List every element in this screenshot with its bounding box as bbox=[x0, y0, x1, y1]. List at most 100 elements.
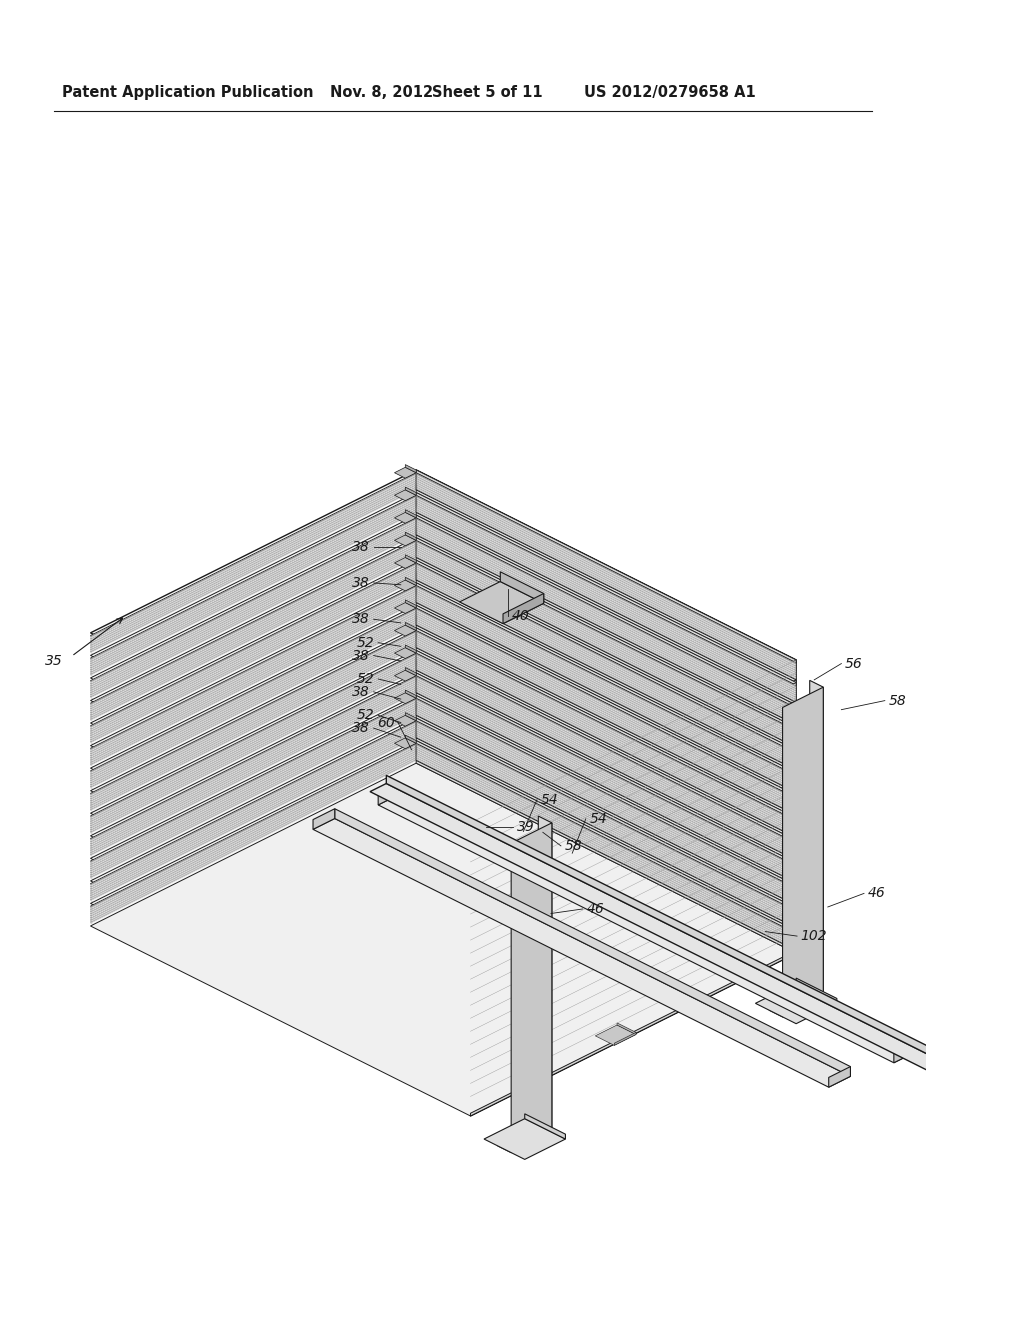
Polygon shape bbox=[617, 887, 636, 899]
Polygon shape bbox=[617, 1001, 636, 1012]
Polygon shape bbox=[595, 979, 636, 1001]
Ellipse shape bbox=[416, 529, 417, 531]
Ellipse shape bbox=[416, 639, 417, 642]
Ellipse shape bbox=[416, 702, 417, 705]
Polygon shape bbox=[416, 696, 796, 888]
Ellipse shape bbox=[416, 597, 417, 598]
Polygon shape bbox=[406, 487, 416, 495]
Polygon shape bbox=[90, 569, 796, 923]
Polygon shape bbox=[748, 890, 766, 902]
Polygon shape bbox=[90, 528, 796, 882]
Polygon shape bbox=[90, 730, 796, 1084]
Polygon shape bbox=[90, 503, 796, 855]
Polygon shape bbox=[617, 933, 636, 944]
Polygon shape bbox=[90, 549, 796, 902]
Polygon shape bbox=[90, 590, 796, 942]
Ellipse shape bbox=[416, 705, 417, 706]
Polygon shape bbox=[90, 541, 796, 894]
Ellipse shape bbox=[416, 507, 417, 508]
Ellipse shape bbox=[416, 611, 417, 612]
Ellipse shape bbox=[416, 523, 417, 524]
Polygon shape bbox=[90, 661, 796, 1015]
Polygon shape bbox=[726, 937, 766, 958]
Polygon shape bbox=[90, 507, 796, 859]
Polygon shape bbox=[90, 638, 796, 990]
Polygon shape bbox=[90, 560, 796, 913]
Polygon shape bbox=[90, 651, 796, 1003]
Polygon shape bbox=[614, 807, 636, 820]
Polygon shape bbox=[90, 668, 796, 1020]
Polygon shape bbox=[595, 935, 636, 956]
Text: 58: 58 bbox=[564, 840, 583, 853]
Ellipse shape bbox=[416, 545, 417, 546]
Polygon shape bbox=[90, 504, 796, 857]
Polygon shape bbox=[90, 618, 796, 970]
Polygon shape bbox=[595, 777, 636, 797]
Polygon shape bbox=[90, 673, 796, 1026]
Polygon shape bbox=[90, 669, 796, 1022]
Polygon shape bbox=[90, 692, 796, 1044]
Polygon shape bbox=[90, 747, 796, 1101]
Polygon shape bbox=[748, 867, 766, 879]
Text: 52: 52 bbox=[356, 636, 375, 649]
Polygon shape bbox=[470, 861, 796, 1026]
Polygon shape bbox=[90, 644, 796, 997]
Polygon shape bbox=[90, 511, 796, 863]
Ellipse shape bbox=[416, 504, 417, 506]
Polygon shape bbox=[394, 693, 416, 704]
Polygon shape bbox=[748, 935, 766, 946]
Polygon shape bbox=[90, 601, 796, 954]
Polygon shape bbox=[90, 594, 796, 946]
Polygon shape bbox=[90, 622, 796, 974]
Polygon shape bbox=[90, 546, 796, 899]
Polygon shape bbox=[617, 820, 636, 832]
Ellipse shape bbox=[416, 660, 417, 661]
Polygon shape bbox=[90, 475, 796, 829]
Ellipse shape bbox=[416, 657, 417, 660]
Ellipse shape bbox=[416, 743, 417, 746]
Polygon shape bbox=[90, 533, 796, 886]
Ellipse shape bbox=[416, 748, 417, 750]
Polygon shape bbox=[90, 655, 796, 1007]
Ellipse shape bbox=[416, 642, 417, 643]
Polygon shape bbox=[406, 713, 416, 721]
Polygon shape bbox=[90, 480, 796, 833]
Ellipse shape bbox=[416, 612, 417, 614]
Polygon shape bbox=[470, 770, 796, 936]
Polygon shape bbox=[90, 640, 796, 993]
Polygon shape bbox=[90, 602, 796, 956]
Polygon shape bbox=[90, 545, 796, 898]
Polygon shape bbox=[470, 950, 796, 1115]
Polygon shape bbox=[470, 795, 796, 961]
Ellipse shape bbox=[416, 708, 417, 709]
Polygon shape bbox=[90, 578, 796, 931]
Polygon shape bbox=[90, 531, 796, 883]
Ellipse shape bbox=[416, 495, 417, 498]
Polygon shape bbox=[90, 503, 796, 855]
Polygon shape bbox=[90, 544, 796, 896]
Polygon shape bbox=[90, 573, 796, 925]
Polygon shape bbox=[90, 611, 796, 964]
Polygon shape bbox=[617, 956, 636, 966]
Polygon shape bbox=[416, 715, 796, 908]
Polygon shape bbox=[90, 619, 796, 972]
Ellipse shape bbox=[416, 533, 417, 535]
Polygon shape bbox=[90, 663, 796, 1015]
Polygon shape bbox=[378, 795, 915, 1063]
Polygon shape bbox=[595, 1002, 636, 1023]
Polygon shape bbox=[90, 729, 796, 1081]
Ellipse shape bbox=[416, 524, 417, 527]
Polygon shape bbox=[614, 942, 636, 956]
Polygon shape bbox=[90, 710, 796, 1063]
Ellipse shape bbox=[416, 473, 417, 475]
Polygon shape bbox=[614, 1010, 636, 1023]
Ellipse shape bbox=[416, 543, 417, 545]
Polygon shape bbox=[90, 660, 796, 1012]
Polygon shape bbox=[470, 772, 796, 939]
Polygon shape bbox=[90, 711, 796, 1064]
Polygon shape bbox=[90, 609, 796, 961]
Ellipse shape bbox=[416, 730, 417, 731]
Polygon shape bbox=[416, 738, 796, 931]
Polygon shape bbox=[756, 983, 837, 1024]
Text: 46: 46 bbox=[587, 902, 604, 916]
